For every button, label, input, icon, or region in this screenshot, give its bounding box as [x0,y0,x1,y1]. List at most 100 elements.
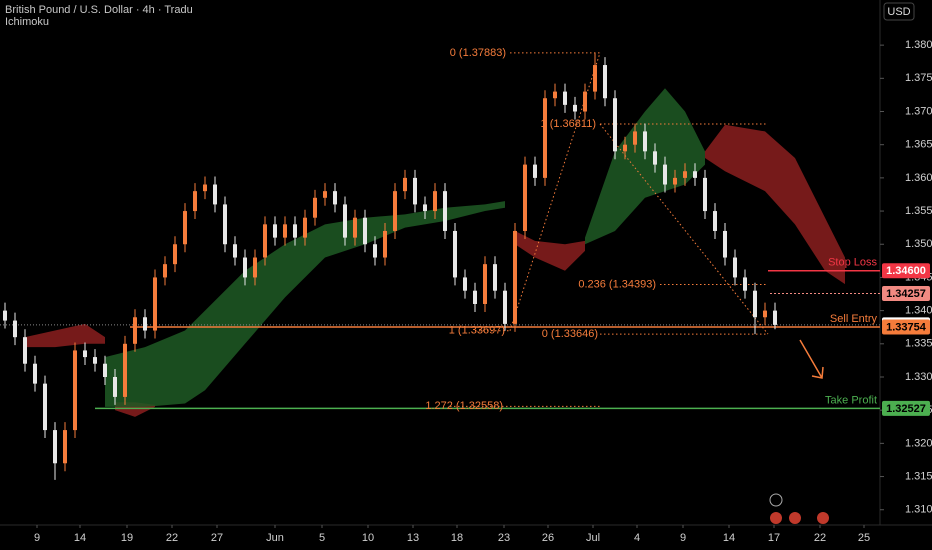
candle-body [603,65,607,99]
candle-body [323,191,327,198]
candle-body [513,230,517,324]
candle-body [183,211,187,245]
candle-body [523,164,527,231]
candle-body [773,310,777,325]
candle-body [103,363,107,377]
candle-body [143,317,147,331]
candle-body [493,264,497,291]
ichimoku-cloud [105,201,505,407]
candle-body [643,131,647,152]
candle-body [193,191,197,212]
y-tick-label: 1.35500 [905,205,932,217]
ichimoku-cloud [25,323,105,348]
x-tick-label: 9 [34,532,40,544]
candle-body [373,244,377,258]
candle-body [53,430,57,464]
plot: 1.310001.315001.320001.325001.330001.335… [0,39,932,544]
x-tick-label: 25 [858,532,870,544]
x-tick-label: 22 [166,532,178,544]
x-tick-label: 9 [680,532,686,544]
x-tick-label: 14 [74,532,86,544]
candle-body [203,184,207,192]
icon[interactable] [770,512,782,524]
fib-label: 1.272 (1.32558) [425,400,503,412]
candle-body [483,264,487,304]
x-tick-label: 26 [542,532,554,544]
candle-body [473,290,477,304]
candle-body [463,277,467,291]
level-label: Stop Loss [828,257,877,269]
price-tag [882,400,930,416]
y-tick-label: 1.36500 [905,139,932,151]
y-tick-label: 1.37500 [905,72,932,84]
candle-body [13,320,17,338]
price-tag-label: 1.33754 [886,321,927,333]
candle-body [413,177,417,205]
candle-body [433,191,437,212]
x-tick-label: 17 [768,532,780,544]
fib-label: 1 (1.33697) [449,325,505,337]
candle-body [63,430,67,464]
price-tag-label: 1.34257 [886,288,926,300]
candle-body [363,217,367,245]
x-tick-label: 5 [319,532,325,544]
y-tick-label: 1.33000 [905,371,932,383]
candle-body [313,197,317,218]
symbol-title: British Pound / U.S. Dollar · 4h · Tradu [5,4,193,16]
candle-body [43,383,47,431]
y-tick-label: 1.36000 [905,172,932,184]
y-tick-label: 1.38000 [905,39,932,51]
candle-body [543,98,547,178]
x-tick-label: 10 [362,532,374,544]
y-tick-label: 1.35000 [905,238,932,250]
candle-body [663,164,667,185]
icon[interactable] [817,512,829,524]
candle-body [113,376,117,397]
price-tag-label: 1.32527 [886,403,926,415]
y-tick-label: 1.32000 [905,437,932,449]
candle-body [343,204,347,238]
candle-body [453,230,457,278]
candle-body [233,244,237,258]
indicator-name: Ichimoku [5,16,49,28]
candle-body [503,290,507,324]
candle-body [763,310,767,318]
candle-body [93,357,97,364]
candle-body [533,164,537,178]
candle-body [73,350,77,431]
candle-body [583,91,587,112]
fib-label: 0.236 (1.34393) [578,278,656,290]
candle-body [243,257,247,278]
y-tick-label: 1.31000 [905,504,932,516]
candle-body [723,230,727,258]
fib-diagonal [509,52,769,335]
candle-body [593,65,597,92]
candle-body [403,177,407,192]
ichimoku-cloud [585,88,705,245]
x-tick-label: 19 [121,532,133,544]
icon[interactable] [769,493,783,507]
x-tick-label: 18 [451,532,463,544]
candle-body [443,191,447,231]
candle-body [293,224,297,238]
currency[interactable]: USD [887,6,910,18]
candle-body [23,337,27,364]
icon[interactable] [789,512,801,524]
candle-body [213,184,217,205]
candle-body [753,290,757,318]
candle-body [253,257,257,278]
x-tick-label: 23 [498,532,510,544]
x-tick-label: 27 [211,532,223,544]
candle-body [383,230,387,258]
candle-body [743,277,747,291]
x-tick-label: Jul [586,532,600,544]
candle-body [563,91,567,105]
candle-body [623,144,627,152]
currency-box[interactable] [883,2,915,21]
ichimoku-cloud [705,124,845,285]
candle-body [83,350,87,358]
candle-body [303,217,307,238]
price-tag [882,263,930,279]
